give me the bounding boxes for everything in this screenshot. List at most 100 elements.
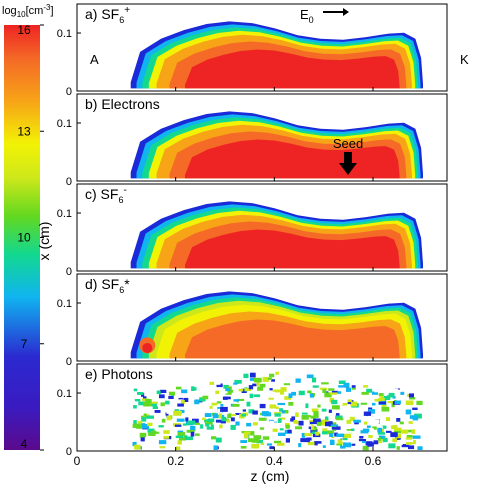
- photon-speckle: [155, 431, 160, 434]
- cathode-label: K: [460, 52, 469, 67]
- photon-speckle: [243, 433, 249, 439]
- photon-speckle: [223, 421, 231, 425]
- photon-speckle: [230, 424, 236, 430]
- photon-speckle: [330, 424, 339, 427]
- photon-speckle: [363, 411, 371, 416]
- photon-speckle: [247, 438, 253, 443]
- field-arrow-icon: [323, 8, 349, 16]
- photon-speckle: [285, 438, 290, 443]
- photon-speckle: [194, 399, 200, 405]
- colorbar-title: log10[cm-3]: [2, 3, 54, 19]
- photon-speckle: [378, 393, 384, 398]
- photon-speckle: [305, 403, 309, 409]
- photon-speckle: [347, 399, 352, 403]
- photon-speckle: [205, 420, 213, 425]
- photon-speckle: [206, 426, 214, 430]
- photon-speckle: [275, 371, 279, 375]
- photon-speckle: [311, 408, 319, 412]
- photon-speckle: [132, 442, 137, 447]
- photon-speckle: [312, 377, 317, 383]
- photon-speckle: [215, 437, 222, 443]
- density-plume: [130, 291, 423, 359]
- photon-speckle: [232, 403, 240, 407]
- photon-speckle: [333, 445, 341, 450]
- photon-speckle: [267, 377, 273, 380]
- photon-speckle: [288, 393, 293, 398]
- photon-speckle: [225, 388, 231, 392]
- photon-speckle: [335, 417, 344, 421]
- photon-speckle: [160, 400, 165, 403]
- photon-speckle: [275, 406, 279, 409]
- photon-speckle: [147, 428, 155, 433]
- photon-speckle: [138, 420, 143, 424]
- photon-speckle: [406, 439, 414, 443]
- photon-speckle: [391, 402, 395, 408]
- photon-speckle: [165, 400, 170, 405]
- photon-speckle: [211, 432, 215, 437]
- photon-speckle: [409, 397, 416, 400]
- photon-speckle: [363, 385, 369, 388]
- photon-speckle: [382, 395, 391, 400]
- y-tick-label: 0: [66, 176, 72, 188]
- photon-speckle: [322, 445, 326, 448]
- photon-speckle: [286, 444, 292, 449]
- density-contour: [185, 319, 400, 359]
- photon-speckle: [205, 423, 210, 427]
- photon-speckle: [187, 420, 196, 425]
- photon-speckle: [221, 445, 228, 451]
- photon-speckle: [159, 389, 167, 393]
- photon-speckle: [405, 409, 412, 415]
- photon-speckle: [179, 409, 185, 414]
- photon-speckle: [249, 393, 254, 399]
- photon-speckle: [353, 389, 360, 393]
- photon-speckle: [176, 386, 182, 390]
- photon-speckle: [251, 443, 260, 449]
- photon-speckle: [300, 386, 308, 389]
- photon-speckle: [325, 421, 333, 427]
- photon-speckle: [209, 381, 215, 385]
- photon-speckle: [253, 435, 262, 439]
- photon-speckle: [331, 390, 338, 393]
- photon-speckle: [288, 402, 294, 406]
- photon-speckle: [343, 433, 352, 438]
- photon-speckle: [343, 442, 351, 448]
- photon-speckle: [146, 415, 154, 419]
- photon-speckle: [262, 376, 269, 382]
- photon-speckle: [204, 419, 209, 423]
- photon-speckle: [185, 417, 189, 422]
- photon-speckle: [301, 412, 308, 415]
- photon-speckle: [388, 392, 395, 398]
- photon-speckle: [160, 401, 165, 407]
- photon-speckle: [285, 424, 290, 429]
- anode-label: A: [90, 52, 99, 67]
- photon-speckle: [210, 424, 214, 427]
- photon-speckle: [306, 374, 314, 379]
- photon-speckle: [346, 430, 354, 433]
- photon-speckle: [316, 421, 322, 426]
- photon-speckle: [136, 424, 143, 429]
- panel-label: e) Photons: [85, 366, 153, 382]
- photon-speckle: [177, 403, 184, 407]
- photon-speckle: [138, 401, 147, 406]
- photon-speckle: [248, 383, 257, 387]
- photon-speckle: [279, 408, 283, 412]
- photon-speckle: [134, 444, 141, 450]
- photon-speckle: [292, 432, 299, 437]
- photon-speckle: [140, 437, 145, 442]
- photon-speckle: [191, 386, 195, 391]
- photon-speckle: [368, 435, 374, 438]
- photon-speckle: [238, 388, 244, 392]
- photon-speckle: [220, 420, 226, 424]
- photon-speckle: [173, 410, 182, 416]
- photon-speckle: [278, 432, 286, 436]
- photon-speckle: [374, 422, 378, 426]
- photon-speckle: [143, 413, 147, 417]
- photon-speckle: [141, 393, 145, 397]
- photon-speckle: [322, 428, 328, 433]
- photon-speckle: [257, 386, 263, 391]
- photon-speckle: [367, 442, 374, 447]
- photon-speckle: [235, 421, 240, 426]
- photon-speckle: [233, 382, 238, 385]
- photon-speckle: [371, 419, 380, 424]
- photon-speckle: [269, 404, 277, 409]
